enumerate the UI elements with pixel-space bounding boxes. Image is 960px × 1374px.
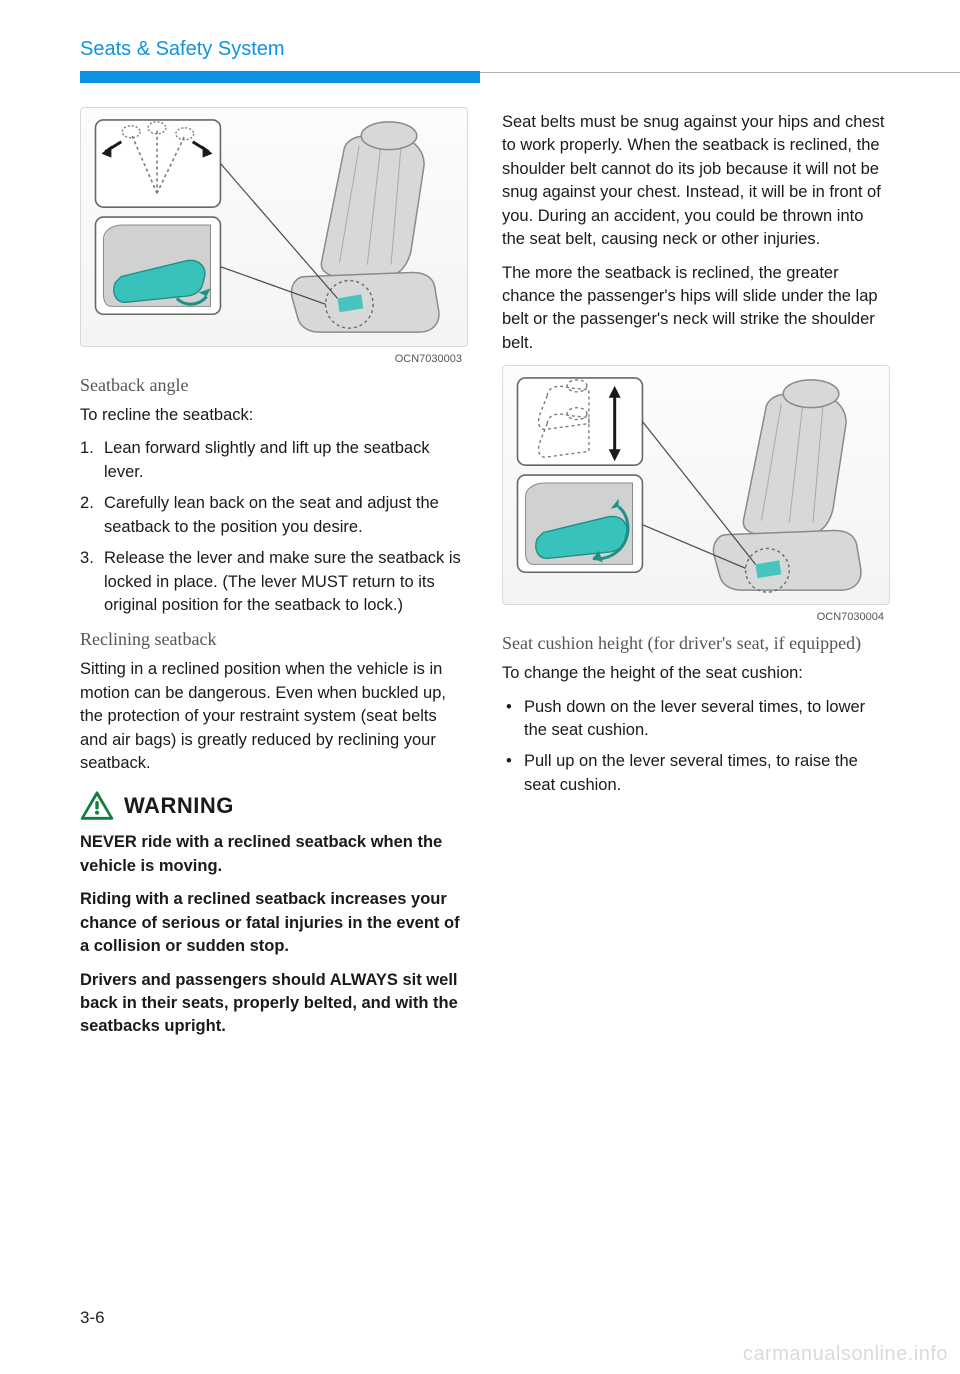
figure-caption-1: OCN7030003 (80, 353, 468, 365)
bullet-item: Pull up on the lever several times, to r… (502, 750, 890, 797)
seatback-angle-illustration (81, 108, 467, 346)
warning-label: WARNING (124, 793, 234, 819)
figure-seat-height (502, 365, 890, 605)
para-reclining-seatback: Sitting in a reclined position when the … (80, 658, 468, 775)
right-column: Seat belts must be snug against your hip… (502, 107, 890, 1049)
left-column: OCN7030003 Seatback angle To recline the… (80, 107, 468, 1049)
warning-p2: Riding with a reclined seatback increase… (80, 888, 468, 958)
figure-caption-2: OCN7030004 (502, 611, 890, 623)
watermark: carmanualsonline.info (743, 1343, 948, 1366)
intro-seat-height: To change the height of the seat cushion… (502, 662, 890, 685)
page: Seats & Safety System (0, 0, 960, 1049)
warning-p3: Drivers and passengers should ALWAYS sit… (80, 969, 468, 1039)
heading-seatback-angle: Seatback angle (80, 375, 468, 396)
warning-p1: NEVER ride with a reclined seatback when… (80, 831, 468, 878)
bullet-item: Push down on the lever several times, to… (502, 696, 890, 743)
step-item: Carefully lean back on the seat and adju… (80, 492, 468, 539)
figure-seatback-angle (80, 107, 468, 347)
page-number: 3-6 (80, 1308, 105, 1328)
content-columns: OCN7030003 Seatback angle To recline the… (80, 107, 890, 1049)
warning-header: WARNING (80, 791, 468, 821)
warning-icon (80, 791, 114, 821)
header-rule-thick (80, 71, 480, 83)
right-para-1: Seat belts must be snug against your hip… (502, 111, 890, 252)
heading-seat-height: Seat cushion height (for driver's seat, … (502, 633, 890, 654)
steps-seatback-angle: Lean forward slightly and lift up the se… (80, 437, 468, 617)
seat-height-illustration (503, 366, 889, 604)
right-para-2: The more the seatback is reclined, the g… (502, 262, 890, 356)
step-item: Release the lever and make sure the seat… (80, 547, 468, 617)
header-rule-thin (480, 72, 960, 73)
step-item: Lean forward slightly and lift up the se… (80, 437, 468, 484)
heading-reclining-seatback: Reclining seatback (80, 629, 468, 650)
section-header: Seats & Safety System (80, 38, 890, 61)
bullets-seat-height: Push down on the lever several times, to… (502, 696, 890, 798)
intro-seatback-angle: To recline the seatback: (80, 404, 468, 427)
